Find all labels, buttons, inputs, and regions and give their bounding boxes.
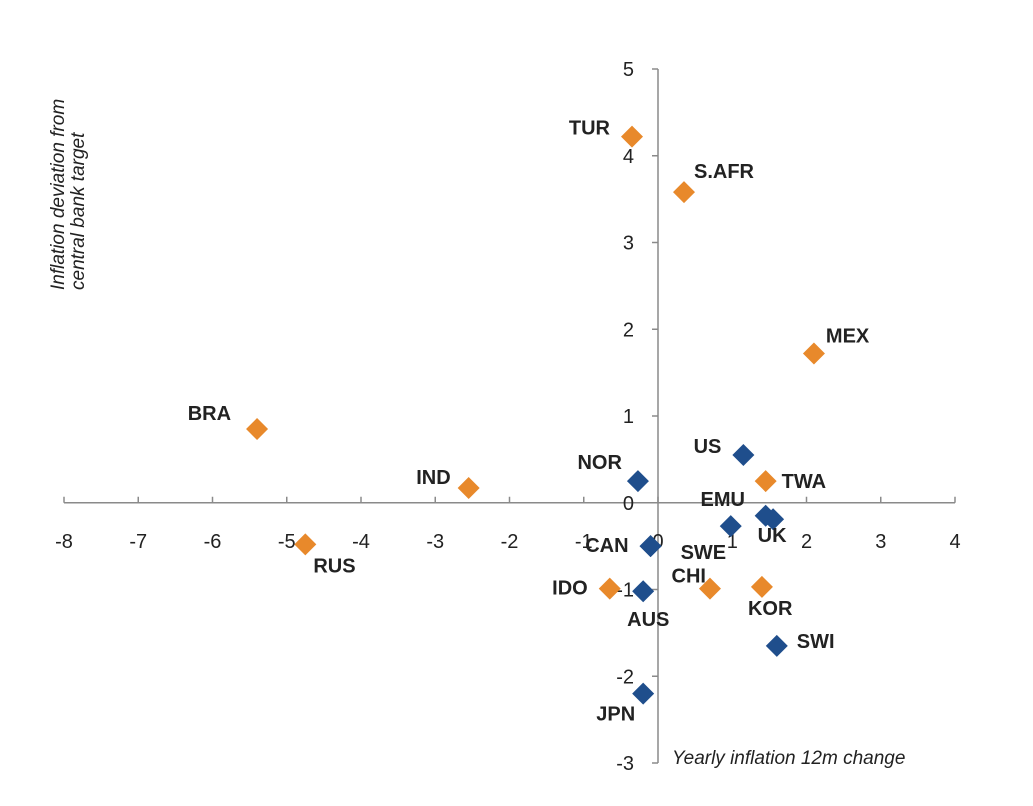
x-tick-label: -8 xyxy=(55,531,73,553)
point-label: RUS xyxy=(313,555,355,577)
point-label: SWE xyxy=(681,542,727,564)
data-point xyxy=(632,580,655,603)
x-axis-title: Yearly inflation 12m change xyxy=(672,748,905,769)
x-tick-label: 4 xyxy=(949,531,960,553)
point-label: MEX xyxy=(826,326,870,348)
point-label: CAN xyxy=(585,535,628,557)
data-point xyxy=(639,535,662,558)
data-point xyxy=(294,533,317,556)
data-point xyxy=(754,470,777,493)
axes: -8 -7 -6 -5 -4 -3 -2 -1 0 1 2 3 4 -3 -2 -1 0 1 2 3 4 5 xyxy=(55,59,960,775)
y-tick-label: 1 xyxy=(623,406,634,428)
data-point xyxy=(719,515,742,538)
x-tick-label: 2 xyxy=(801,531,812,553)
y-tick-label: -1 xyxy=(616,580,634,602)
data-point xyxy=(626,470,649,493)
data-point xyxy=(698,577,721,600)
y-axis-title: Inflation deviation from central bank ta… xyxy=(48,94,89,290)
point-label: SWI xyxy=(797,631,835,653)
data-point xyxy=(246,418,269,441)
y-axis-title-line-1: Inflation deviation from xyxy=(48,99,69,290)
x-tick-label: -4 xyxy=(352,531,370,553)
point-label: NOR xyxy=(577,452,622,474)
y-tick-label: 0 xyxy=(623,493,634,515)
x-tick-label: -3 xyxy=(426,531,444,553)
point-label: EMU xyxy=(701,489,745,511)
data-point xyxy=(621,125,644,148)
point-label: KOR xyxy=(748,598,793,620)
data-point xyxy=(732,444,755,467)
x-tick-label: -5 xyxy=(278,531,296,553)
data-point xyxy=(457,477,480,500)
point-labels: TUR S.AFR MEX BRA IND TWA RUS IDO CHI KOR US NOR EMU… xyxy=(188,118,870,726)
y-axis-title-line-2: central bank target xyxy=(68,132,89,290)
data-point xyxy=(632,682,655,705)
point-label: AUS xyxy=(627,609,669,631)
data-point xyxy=(762,508,785,531)
y-tick-label: -2 xyxy=(616,666,634,688)
x-tick-label: -7 xyxy=(129,531,147,553)
data-points xyxy=(246,125,825,705)
point-label: JPN xyxy=(596,704,635,726)
data-point xyxy=(750,575,773,598)
y-tick-label: 2 xyxy=(623,319,634,341)
x-tick-label: 1 xyxy=(727,531,738,553)
point-label: BRA xyxy=(188,403,231,425)
y-tick-label: 4 xyxy=(623,146,634,168)
point-label: CHI xyxy=(672,566,706,588)
point-label: TWA xyxy=(782,471,826,493)
x-tick-label: 3 xyxy=(875,531,886,553)
y-tick-label: -3 xyxy=(616,753,634,775)
point-label: IDO xyxy=(552,578,588,600)
y-tick-label: 3 xyxy=(623,233,634,255)
x-tick-label: -1 xyxy=(575,531,593,553)
y-tick-label: 5 xyxy=(623,59,634,81)
point-label: US xyxy=(694,436,722,458)
point-label: IND xyxy=(416,467,450,489)
x-tick-label: -6 xyxy=(204,531,222,553)
data-point xyxy=(672,181,695,204)
point-label: TUR xyxy=(569,118,611,140)
point-label: UK xyxy=(758,525,787,547)
point-label: S.AFR xyxy=(694,161,755,183)
x-tick-label: -2 xyxy=(501,531,519,553)
data-point xyxy=(765,634,788,657)
data-point xyxy=(802,342,825,365)
x-tick-label: 0 xyxy=(652,531,663,553)
data-point xyxy=(598,577,621,600)
